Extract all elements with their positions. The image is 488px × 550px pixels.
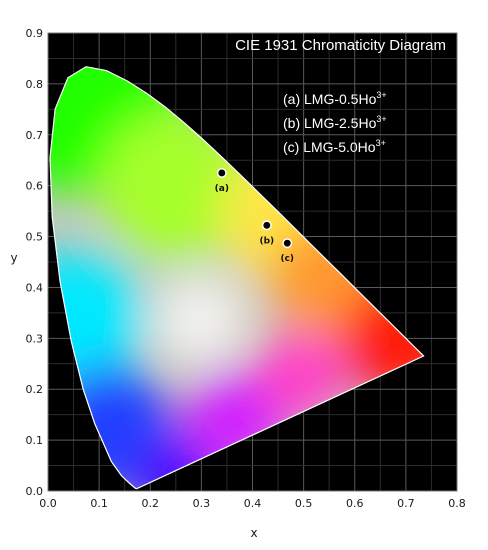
data-point [261, 220, 272, 231]
x-tick-label: 0.4 [244, 497, 262, 510]
data-points: (a) (b) (c) [215, 167, 294, 264]
x-tick-label: 0.5 [295, 497, 313, 510]
x-axis-ticks: 0.0 0.1 0.2 0.3 0.4 0.5 0.6 0.7 0.8 [39, 497, 466, 510]
legend-item: (b) LMG-2.5Ho3+ [283, 114, 387, 131]
data-point [216, 167, 227, 178]
x-tick-label: 0.7 [397, 497, 415, 510]
y-axis-label: y [10, 251, 17, 265]
data-point-label: (c) [280, 254, 294, 264]
y-tick-label: 0.4 [26, 281, 44, 294]
y-tick-label: 0.9 [26, 27, 44, 40]
data-point [282, 238, 293, 249]
x-tick-label: 0.0 [39, 497, 57, 510]
y-tick-label: 0.0 [26, 485, 44, 498]
y-tick-label: 0.7 [26, 129, 44, 142]
y-axis-ticks: 0.0 0.1 0.2 0.3 0.4 0.5 0.6 0.7 0.8 0.9 [26, 27, 44, 498]
x-axis-label: x [250, 526, 257, 540]
x-tick-label: 0.2 [142, 497, 160, 510]
x-tick-label: 0.3 [193, 497, 211, 510]
y-tick-label: 0.6 [26, 180, 44, 193]
y-tick-label: 0.1 [26, 434, 44, 447]
spectral-locus-outline [49, 66, 425, 490]
legend-item: (c) LMG-5.0Ho3+ [283, 138, 386, 155]
data-point-label: (b) [259, 236, 274, 246]
legend: (a) LMG-0.5Ho3+ (b) LMG-2.5Ho3+ (c) LMG-5.… [283, 90, 387, 155]
data-point-label: (a) [215, 184, 229, 194]
x-tick-label: 0.1 [90, 497, 108, 510]
y-tick-label: 0.3 [26, 332, 44, 345]
x-tick-label: 0.6 [346, 497, 364, 510]
chart-title: CIE 1931 Chromaticity Diagram [235, 37, 446, 54]
legend-item: (a) LMG-0.5Ho3+ [283, 90, 387, 107]
y-tick-label: 0.2 [26, 383, 44, 396]
y-tick-label: 0.5 [26, 231, 44, 244]
x-tick-label: 0.8 [448, 497, 466, 510]
plot-frame [47, 32, 458, 492]
y-tick-label: 0.8 [26, 78, 44, 91]
